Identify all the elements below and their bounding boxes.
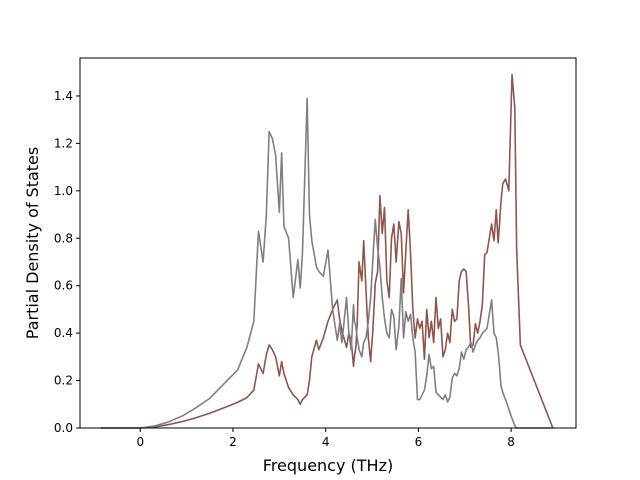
x-axis-ticks: 0 2 4 6 8 xyxy=(136,428,515,449)
plot-lines xyxy=(100,73,554,429)
plot-frame xyxy=(79,57,577,429)
y-axis-ticks: 0.0 0.2 0.4 0.6 0.8 1.0 1.2 1.4 xyxy=(54,89,80,435)
series-line-1 xyxy=(100,97,553,429)
y-tick-label: 1.4 xyxy=(54,89,73,103)
y-tick-label: 1.2 xyxy=(54,136,73,150)
x-tick-label: 0 xyxy=(136,435,144,449)
y-tick-label: 0.8 xyxy=(54,231,73,245)
x-tick-label: 2 xyxy=(229,435,237,449)
y-tick-label: 0.0 xyxy=(54,421,73,435)
y-tick-label: 0.6 xyxy=(54,279,73,293)
y-axis-title: Partial Density of States xyxy=(23,147,42,339)
series-line-0 xyxy=(100,73,554,429)
x-tick-label: 6 xyxy=(415,435,423,449)
x-axis-title: Frequency (THz) xyxy=(263,456,393,475)
x-tick-label: 8 xyxy=(507,435,515,449)
y-tick-label: 1.0 xyxy=(54,184,73,198)
y-tick-label: 0.4 xyxy=(54,326,73,340)
y-tick-label: 0.2 xyxy=(54,374,73,388)
x-tick-label: 4 xyxy=(322,435,330,449)
